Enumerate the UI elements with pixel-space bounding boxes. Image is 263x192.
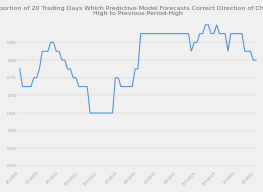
Title: Proportion of 20 Trading Days Which Predictive Model Forecasts Correct Direction: Proportion of 20 Trading Days Which Pred… bbox=[0, 6, 263, 16]
